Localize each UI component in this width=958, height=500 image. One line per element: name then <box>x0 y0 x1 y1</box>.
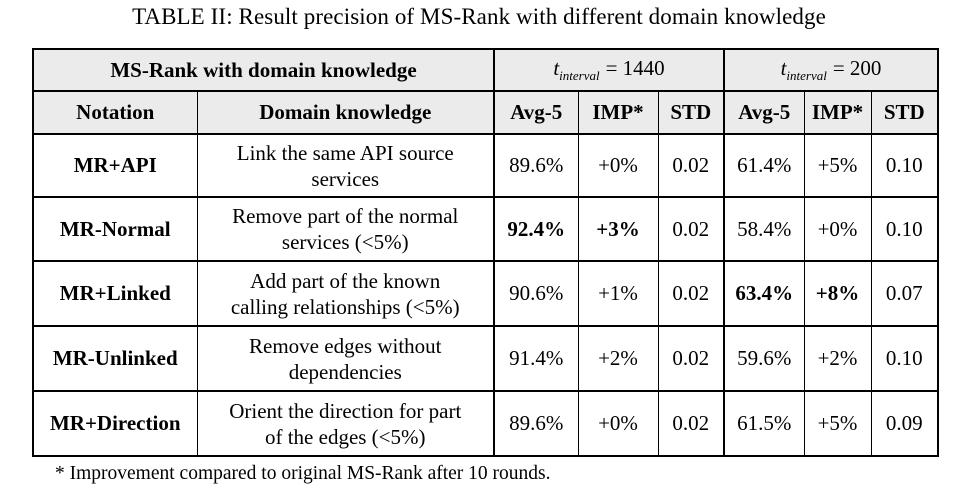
avg5-cell: 63.4% <box>723 260 805 327</box>
imp-cell: +8% <box>803 260 872 327</box>
knowledge-line: services (<5%) <box>281 230 409 254</box>
col-header-imp-200: IMP* <box>803 90 872 135</box>
avg5-cell: 59.6% <box>723 325 805 392</box>
knowledge-line: of the edges (<5%) <box>264 424 426 449</box>
knowledge-line: Orient the direction for part <box>229 398 462 423</box>
table-caption: TABLE II: Result precision of MS-Rank wi… <box>132 4 826 29</box>
imp-cell: +2% <box>803 325 872 392</box>
std-cell: 0.07 <box>870 260 939 327</box>
avg5-cell: 91.4% <box>493 325 579 392</box>
std-cell: 0.02 <box>657 325 725 392</box>
table-row: MR+Linked Add part of the known calling r… <box>32 260 939 327</box>
knowledge-line: Link the same API source <box>236 140 454 165</box>
imp-cell: +1% <box>577 260 659 327</box>
std-cell: 0.02 <box>657 390 725 457</box>
table-row: MR-Normal Remove part of the normal servi… <box>32 196 939 262</box>
avg5-cell: 89.6% <box>493 390 579 457</box>
math-var: t <box>780 55 787 80</box>
math-var: t <box>553 55 560 80</box>
knowledge-cell: Remove part of the normal services (<5%) <box>196 196 495 262</box>
avg5-cell: 89.6% <box>493 133 579 198</box>
imp-cell: +0% <box>803 196 872 262</box>
col-header-std-1440: STD <box>657 90 725 135</box>
table-row: MR+Direction Orient the direction for pa… <box>32 390 939 457</box>
notation-cell: MR+Linked <box>32 260 198 327</box>
knowledge-line: Remove part of the normal <box>232 204 459 228</box>
knowledge-line: Remove edges without <box>249 333 442 358</box>
knowledge-cell: Remove edges without dependencies <box>196 325 495 392</box>
std-cell: 0.10 <box>870 325 939 392</box>
col-header-avg5-200: Avg-5 <box>723 90 805 135</box>
table-row: MR+API Link the same API source services … <box>32 133 939 198</box>
col-header-knowledge: Domain knowledge <box>196 90 495 135</box>
imp-cell: +5% <box>803 390 872 457</box>
std-cell: 0.10 <box>870 133 939 198</box>
imp-cell: +0% <box>577 390 659 457</box>
imp-cell: +3% <box>577 196 659 262</box>
imp-cell: +5% <box>803 133 872 198</box>
main-header-cell: MS-Rank with domain knowledge <box>32 48 495 92</box>
imp-cell: +2% <box>577 325 659 392</box>
avg5-cell: 61.4% <box>723 133 805 198</box>
std-cell: 0.09 <box>870 390 939 457</box>
notation-cell: MR-Unlinked <box>32 325 198 392</box>
col-header-std-200: STD <box>870 90 939 135</box>
notation-cell: MR+Direction <box>32 390 198 457</box>
results-table: MS-Rank with domain knowledge tinterval =… <box>32 48 939 457</box>
math-equation: = 200 <box>832 55 882 80</box>
math-subscript: interval <box>559 68 600 84</box>
std-cell: 0.02 <box>657 260 725 327</box>
std-cell: 0.02 <box>657 196 725 262</box>
knowledge-cell: Link the same API source services <box>196 133 495 198</box>
group-header-t1440: tinterval = 1440 <box>493 48 725 92</box>
avg5-cell: 61.5% <box>723 390 805 457</box>
table-footnote: * Improvement compared to original MS-Ra… <box>55 463 551 484</box>
notation-cell: MR+API <box>32 133 198 198</box>
col-header-imp-1440: IMP* <box>577 90 659 135</box>
knowledge-cell: Orient the direction for part of the edge… <box>196 390 495 457</box>
std-cell: 0.02 <box>657 133 725 198</box>
notation-cell: MR-Normal <box>32 196 198 262</box>
knowledge-line: dependencies <box>288 359 402 384</box>
std-cell: 0.10 <box>870 196 939 262</box>
group-header-t200: tinterval = 200 <box>723 48 939 92</box>
knowledge-line: services <box>311 166 380 191</box>
imp-cell: +0% <box>577 133 659 198</box>
math-equation: = 1440 <box>605 55 665 80</box>
avg5-cell: 90.6% <box>493 260 579 327</box>
avg5-cell: 58.4% <box>723 196 805 262</box>
knowledge-cell: Add part of the known calling relationshi… <box>196 260 495 327</box>
knowledge-line: calling relationships (<5%) <box>230 294 460 319</box>
table-row: MR-Unlinked Remove edges without dependen… <box>32 325 939 392</box>
col-header-avg5-1440: Avg-5 <box>493 90 579 135</box>
group-header-row: MS-Rank with domain knowledge tinterval =… <box>32 48 939 92</box>
math-subscript: interval <box>786 68 827 84</box>
col-header-notation: Notation <box>32 90 198 135</box>
column-header-row: Notation Domain knowledge Avg-5 IMP* STD… <box>32 90 939 135</box>
knowledge-line: Add part of the known <box>250 268 441 293</box>
avg5-cell: 92.4% <box>493 196 579 262</box>
